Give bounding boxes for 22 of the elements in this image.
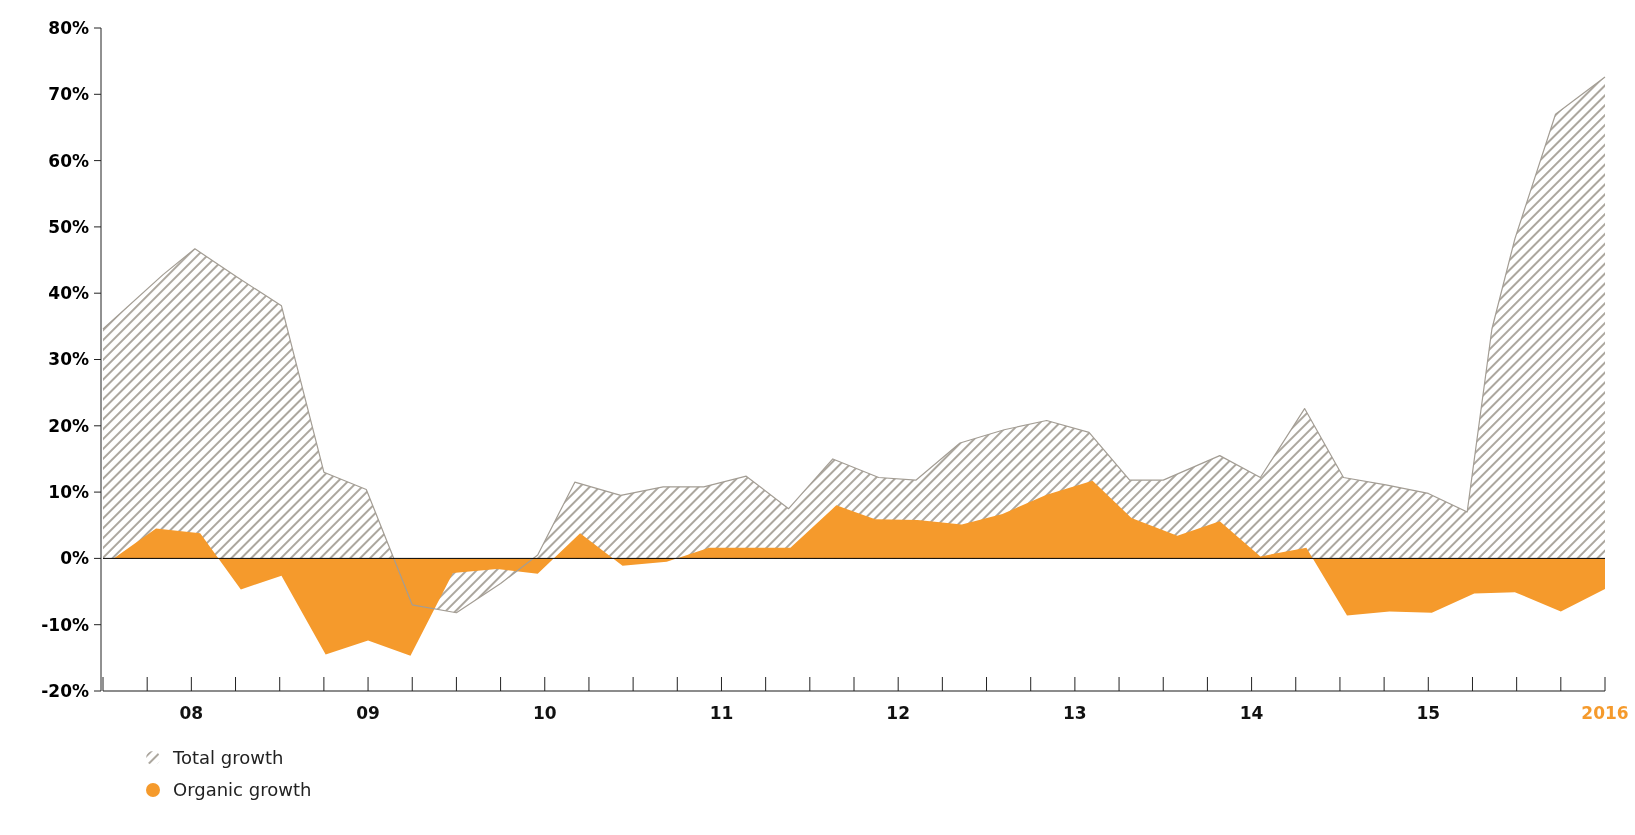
x-tick-label: 10 (532, 703, 557, 723)
y-tick-label: 30% (48, 349, 89, 370)
x-tick-label: 08 (179, 703, 204, 723)
x-tick-label: 15 (1416, 703, 1441, 723)
x-tick-label: 2016 (1581, 703, 1629, 723)
y-tick-label: -20% (41, 680, 89, 701)
x-tick-label: 09 (356, 703, 380, 723)
y-tick-label: 60% (48, 150, 89, 171)
y-tick-label: 50% (48, 216, 89, 237)
y-tick-label: 10% (48, 482, 89, 503)
x-tick-label: 14 (1239, 703, 1264, 723)
y-tick-label: 70% (48, 84, 89, 105)
y-tick-label: 0% (60, 548, 89, 569)
x-tick-label: 11 (709, 703, 734, 723)
legend-label: Organic growth (173, 779, 312, 801)
y-tick-label: -10% (41, 614, 89, 635)
legend-label: Total growth (172, 747, 284, 769)
x-tick-label: 12 (886, 703, 911, 723)
y-tick-label: 20% (48, 415, 89, 436)
y-tick-label: 40% (48, 283, 89, 304)
x-tick-label: 13 (1063, 703, 1087, 723)
y-tick-label: 80% (48, 17, 89, 38)
